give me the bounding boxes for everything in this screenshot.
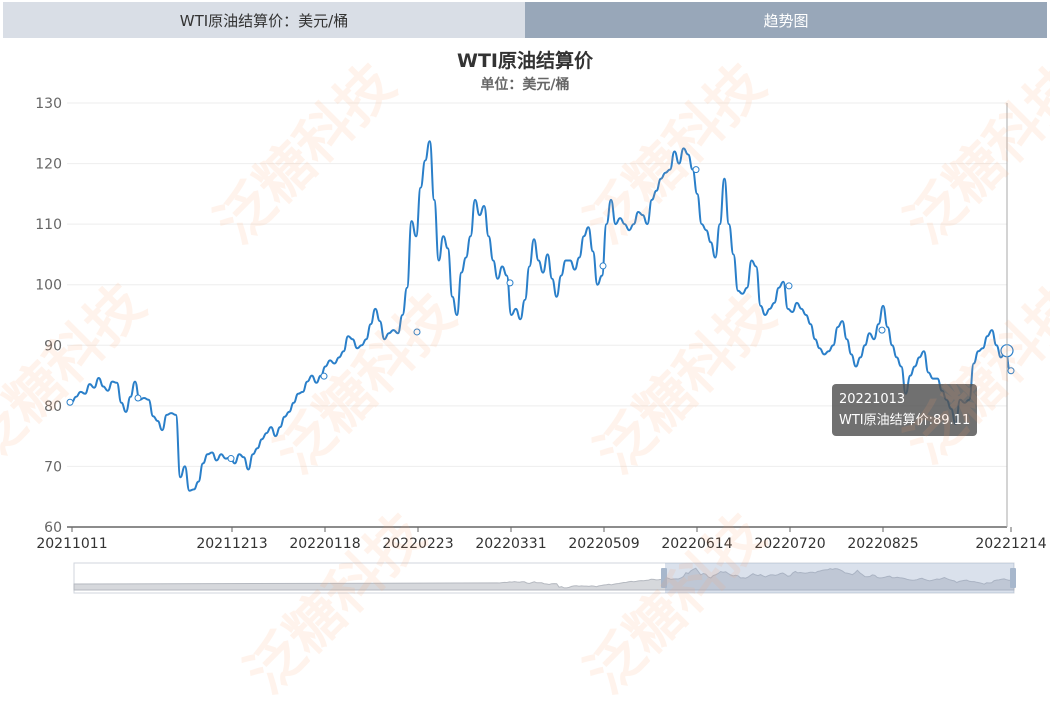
tooltip-date: 20221013 — [839, 392, 906, 407]
y-axis: 60 70 80 90 100 110 120 130 — [35, 96, 62, 536]
tab-data-table[interactable]: WTI原油结算价：美元/桶 — [3, 2, 525, 38]
x-tick-label: 20220331 — [475, 536, 546, 552]
data-point — [320, 372, 328, 380]
data-point — [599, 262, 607, 270]
y-tick-label: 70 — [44, 459, 62, 475]
y-tick-label: 60 — [44, 520, 62, 536]
x-tick-label: 20220223 — [382, 536, 453, 552]
x-tick-label: 20220720 — [754, 536, 825, 552]
chart-subtitle: 单位：美元/桶 — [480, 77, 570, 93]
x-tick-label: 20220509 — [568, 536, 639, 552]
tab-bar: WTI原油结算价：美元/桶 趋势图 — [3, 2, 1047, 38]
series-markers — [66, 166, 1015, 463]
data-point — [413, 328, 421, 336]
x-tick-label: 20220825 — [847, 536, 918, 552]
x-tick-label: 20221214 — [975, 536, 1046, 552]
data-point — [66, 398, 74, 406]
x-tick-label: 20211011 — [36, 536, 107, 552]
x-axis: 20211011 20211213 20220118 20220223 20220331… — [36, 526, 1047, 552]
chart-tooltip: 20221013 WTI原油结算价:89.11 — [832, 384, 978, 436]
x-tick-label: 20211213 — [196, 536, 267, 552]
data-point — [1007, 367, 1015, 375]
tab-trend-chart[interactable]: 趋势图 — [525, 2, 1047, 38]
data-point — [506, 279, 514, 287]
x-tick-label: 20220614 — [661, 536, 732, 552]
tooltip-value: WTI原油结算价:89.11 — [839, 413, 971, 428]
zoom-selection — [665, 563, 1014, 593]
y-tick-label: 110 — [35, 217, 62, 233]
zoom-handle-left[interactable] — [661, 568, 667, 588]
y-tick-label: 90 — [44, 338, 62, 354]
data-point — [227, 455, 235, 463]
data-point — [692, 166, 700, 174]
y-tick-label: 100 — [35, 278, 62, 294]
data-point — [134, 394, 142, 402]
data-point — [878, 326, 886, 334]
chart-title: WTI原油结算价 — [457, 50, 593, 72]
series-line — [66, 140, 1011, 492]
chart-grid — [67, 102, 1007, 467]
zoom-preview-area — [73, 567, 1015, 591]
data-zoom-slider — [73, 562, 1016, 594]
y-tick-label: 80 — [44, 399, 62, 415]
y-tick-label: 130 — [35, 96, 62, 112]
x-tick-label: 20220118 — [289, 536, 360, 552]
y-tick-label: 120 — [35, 157, 62, 173]
zoom-handle-right[interactable] — [1010, 568, 1016, 588]
data-point — [785, 282, 793, 290]
